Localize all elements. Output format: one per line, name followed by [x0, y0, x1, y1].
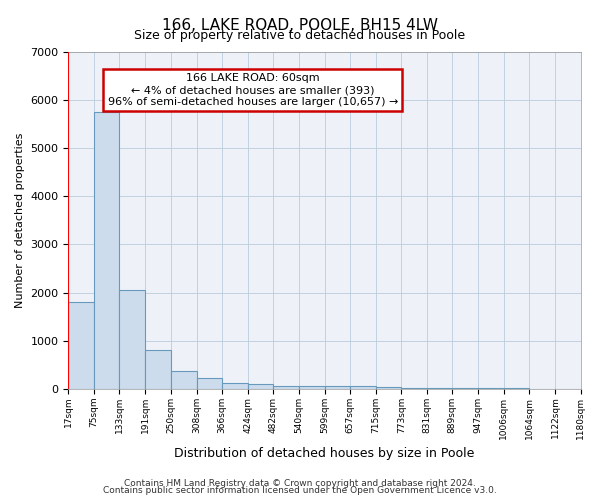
- Bar: [171, 371, 197, 389]
- Bar: [299, 386, 325, 389]
- Bar: [325, 386, 350, 389]
- Bar: [197, 378, 222, 389]
- Y-axis label: Number of detached properties: Number of detached properties: [15, 132, 25, 308]
- Bar: [68, 302, 94, 389]
- Text: 166, LAKE ROAD, POOLE, BH15 4LW: 166, LAKE ROAD, POOLE, BH15 4LW: [162, 18, 438, 32]
- Text: Contains public sector information licensed under the Open Government Licence v3: Contains public sector information licen…: [103, 486, 497, 495]
- Text: 166 LAKE ROAD: 60sqm
← 4% of detached houses are smaller (393)
96% of semi-detac: 166 LAKE ROAD: 60sqm ← 4% of detached ho…: [107, 74, 398, 106]
- Bar: [401, 388, 427, 389]
- Bar: [376, 388, 401, 389]
- X-axis label: Distribution of detached houses by size in Poole: Distribution of detached houses by size …: [174, 447, 475, 460]
- Text: Size of property relative to detached houses in Poole: Size of property relative to detached ho…: [134, 29, 466, 42]
- Text: Contains HM Land Registry data © Crown copyright and database right 2024.: Contains HM Land Registry data © Crown c…: [124, 478, 476, 488]
- Bar: [145, 350, 171, 389]
- Bar: [119, 290, 145, 389]
- Bar: [427, 388, 452, 389]
- Bar: [94, 112, 119, 389]
- Bar: [273, 386, 299, 389]
- Bar: [222, 383, 248, 389]
- Bar: [452, 388, 478, 389]
- Bar: [350, 386, 376, 389]
- Bar: [248, 384, 273, 389]
